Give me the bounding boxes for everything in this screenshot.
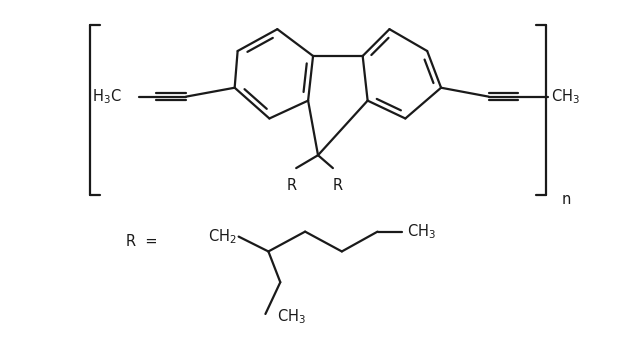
Text: CH$_3$: CH$_3$ (407, 222, 436, 241)
Text: CH$_3$: CH$_3$ (277, 307, 307, 326)
Text: CH$_3$: CH$_3$ (551, 87, 580, 106)
Text: CH$_2$: CH$_2$ (209, 227, 237, 246)
Text: n: n (561, 192, 570, 207)
Text: R: R (286, 178, 296, 193)
Text: R  =: R = (125, 234, 157, 249)
Text: R: R (333, 178, 343, 193)
Text: H$_3$C: H$_3$C (92, 87, 122, 106)
